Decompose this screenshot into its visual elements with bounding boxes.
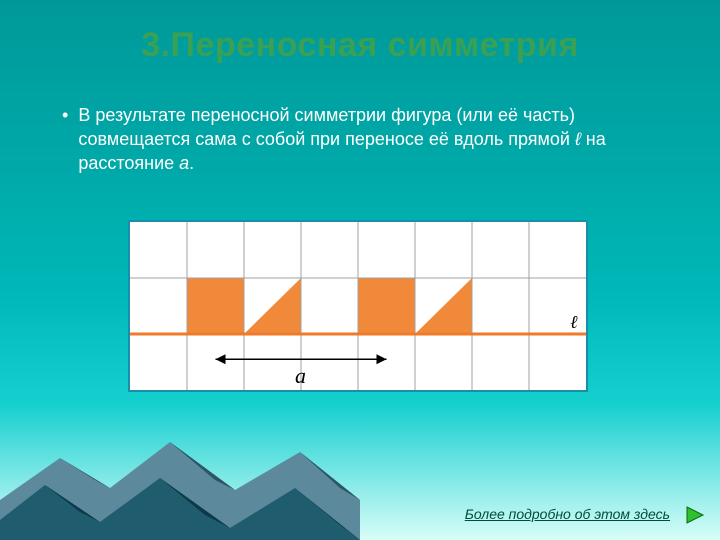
- diagram: ℓa: [128, 220, 588, 392]
- a-symbol: а: [179, 153, 189, 173]
- body-text: В результате переносной симметрии фигура…: [78, 103, 676, 175]
- next-button[interactable]: [684, 504, 706, 526]
- svg-text:ℓ: ℓ: [570, 312, 578, 332]
- svg-text:a: a: [295, 363, 306, 388]
- mountains-decoration: [0, 430, 720, 540]
- body-block: • В результате переносной симметрии фигу…: [0, 65, 720, 175]
- bullet-dot: •: [62, 103, 68, 127]
- body-after: .: [189, 153, 194, 173]
- body-before: В результате переносной симметрии фигура…: [78, 105, 575, 149]
- next-arrow-icon: [684, 504, 706, 526]
- diagram-svg: ℓa: [130, 222, 586, 390]
- slide: 3.Переносная симметрия • В результате пе…: [0, 0, 720, 540]
- slide-title: 3.Переносная симметрия: [0, 0, 720, 65]
- more-info-link[interactable]: Более подробно об этом здесь: [465, 506, 670, 522]
- bullet-item: • В результате переносной симметрии фигу…: [62, 103, 676, 175]
